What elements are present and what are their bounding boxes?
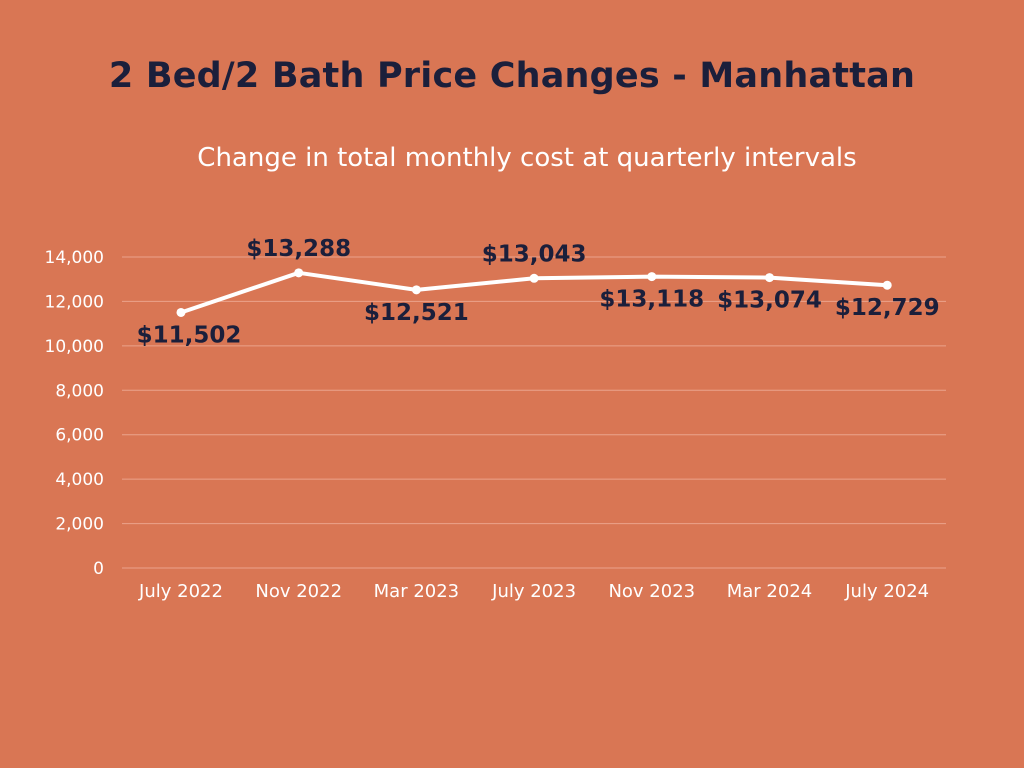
y-tick-label: 12,000 (45, 292, 104, 312)
data-label: $12,521 (364, 300, 469, 326)
data-point (529, 273, 539, 283)
data-point (411, 285, 421, 295)
data-label: $12,729 (835, 295, 940, 321)
data-point (647, 272, 657, 282)
x-tick-label: Mar 2024 (727, 581, 813, 602)
data-point (176, 307, 186, 317)
data-label: $13,118 (599, 287, 704, 313)
y-tick-label: 4,000 (55, 470, 104, 490)
x-tick-label: Nov 2023 (608, 581, 695, 602)
chart-subtitle: Change in total monthly cost at quarterl… (197, 143, 857, 173)
y-tick-label: 2,000 (55, 515, 104, 535)
data-point (294, 268, 304, 278)
series (176, 268, 892, 317)
chart-title: 2 Bed/2 Bath Price Changes - Manhattan (108, 56, 916, 96)
x-tick-label: July 2024 (844, 581, 929, 602)
data-point (882, 280, 892, 290)
x-tick-label: Mar 2023 (374, 581, 460, 602)
x-tick-label: July 2022 (138, 581, 223, 602)
data-label: $13,288 (246, 236, 351, 262)
data-labels: $11,502 $13,288 $12,521 $13,043 $13,118 $13,0… (137, 236, 940, 349)
x-tick-label: Nov 2022 (255, 581, 342, 602)
x-tick-label: July 2023 (491, 581, 576, 602)
data-label: $13,074 (717, 288, 822, 314)
y-tick-label: 14,000 (45, 248, 104, 268)
y-tick-label: 10,000 (45, 337, 104, 357)
data-point (765, 273, 774, 283)
y-tick-label: 8,000 (55, 381, 104, 401)
y-tick-label: 0 (93, 559, 104, 579)
y-tick-label: 6,000 (55, 426, 104, 446)
gridlines (122, 256, 946, 569)
data-label: $11,502 (137, 322, 242, 348)
data-label: $13,043 (482, 241, 587, 267)
axes: 0 2,000 4,000 6,000 8,000 10,000 12,000 14,000 J… (45, 248, 930, 602)
